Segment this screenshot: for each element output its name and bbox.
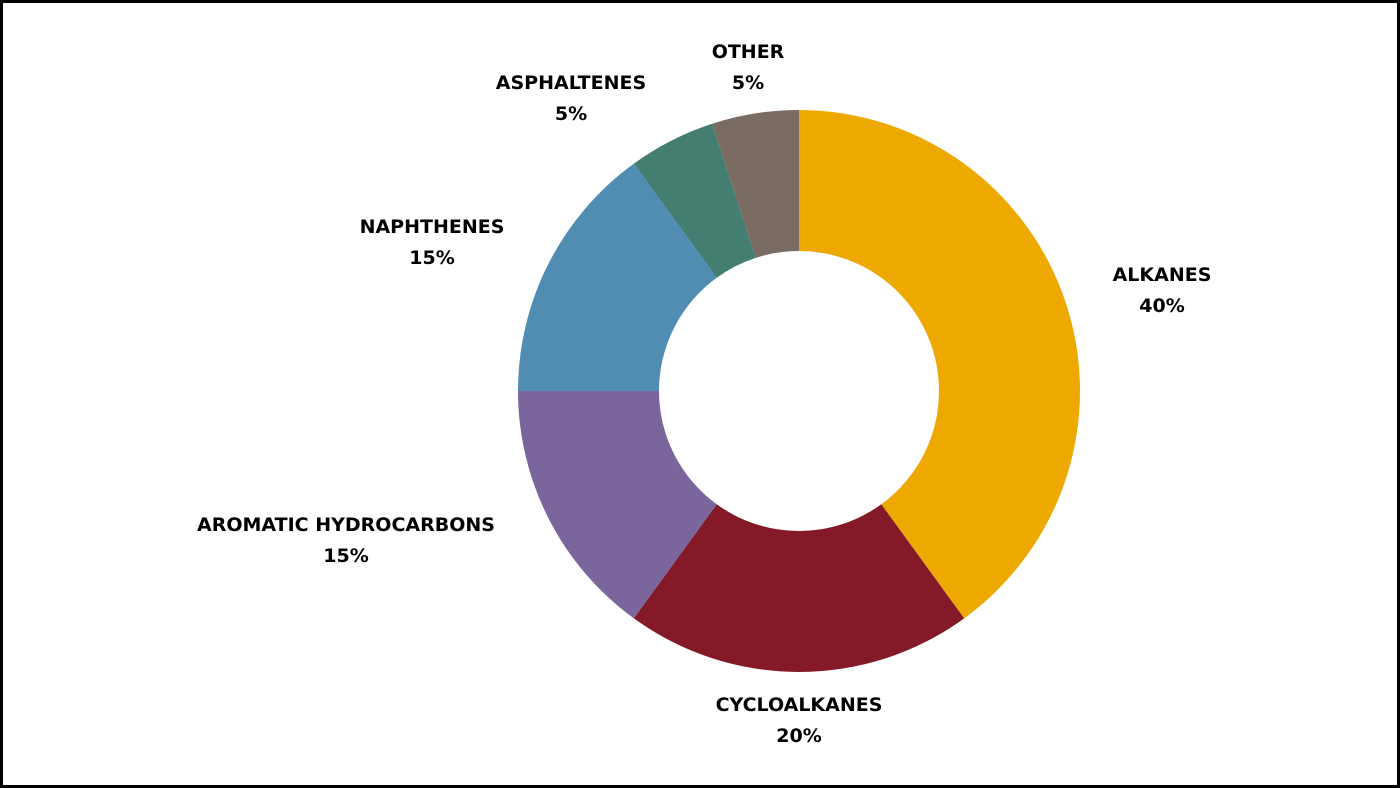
label-cycloalkanes: CYCLOALKANES (716, 694, 883, 716)
value-asphaltenes: 5% (555, 103, 587, 125)
label-naphthenes: NAPHTHENES (360, 216, 505, 238)
slice-other (712, 110, 799, 258)
label-aromatic-hydrocarbons: AROMATIC HYDROCARBONS (197, 514, 495, 536)
slice-labels: ALKANES 40% CYCLOALKANES 20% AROMATIC HYDROC… (197, 41, 1211, 747)
value-aromatic-hydrocarbons: 15% (323, 545, 368, 567)
slice-cycloalkanes (633, 504, 965, 673)
donut-chart: ALKANES 40% CYCLOALKANES 20% AROMATIC HYDROC… (197, 41, 1211, 747)
label-other: OTHER (712, 41, 785, 63)
slice-aromatic-hydrocarbons (518, 391, 717, 619)
label-asphaltenes: ASPHALTENES (496, 72, 646, 94)
value-naphthenes: 15% (409, 247, 454, 269)
donut-slices (518, 110, 1081, 673)
value-cycloalkanes: 20% (776, 725, 821, 747)
value-other: 5% (732, 72, 764, 94)
slice-alkanes (799, 110, 1081, 619)
label-alkanes: ALKANES (1113, 264, 1212, 286)
slice-asphaltenes (633, 123, 756, 278)
value-alkanes: 40% (1139, 295, 1184, 317)
slice-naphthenes (518, 163, 717, 391)
